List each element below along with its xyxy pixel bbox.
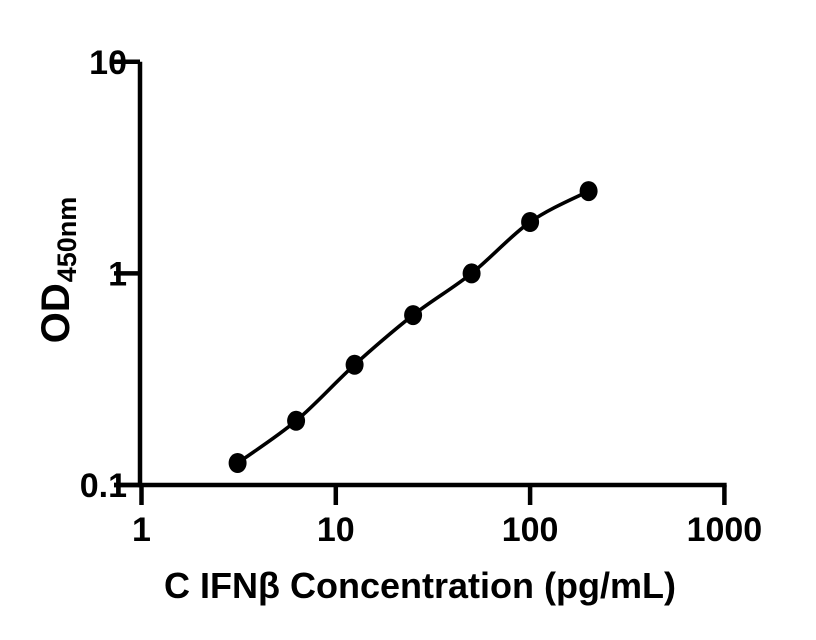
data-point-marker [579, 181, 598, 202]
data-point-marker [287, 410, 306, 431]
data-point-marker [345, 354, 364, 375]
x-tick-label: 10 [317, 511, 355, 549]
data-point-marker [521, 212, 540, 232]
data-point-marker [404, 305, 423, 326]
y-axis-title-sub: 450nm [52, 196, 82, 283]
x-tick-label: 1000 [687, 511, 763, 549]
y-tick-label: 0.1 [80, 467, 127, 505]
x-axis-title: C IFNβ Concentration (pg/mL) [164, 565, 676, 606]
x-tick-label: 1 [132, 511, 151, 549]
y-axis-title: OD450nm [34, 197, 82, 344]
y-axis-title-main: OD [34, 283, 78, 344]
data-point-marker [462, 263, 481, 284]
y-tick-label: 1 [108, 255, 127, 293]
y-tick-label: 10 [89, 44, 127, 82]
x-tick-label: 100 [502, 511, 559, 549]
data-point-marker [228, 453, 247, 473]
